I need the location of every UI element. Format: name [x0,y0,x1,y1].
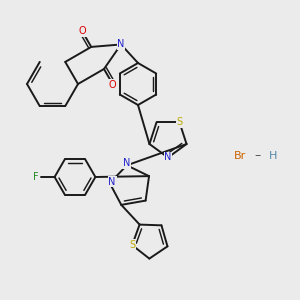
Text: N: N [108,177,116,187]
Text: N: N [117,40,125,50]
Text: N: N [123,158,130,168]
Text: S: S [176,117,182,127]
Text: O: O [79,26,86,36]
Text: –: – [255,149,261,163]
Text: N: N [164,152,172,163]
Text: H: H [269,151,277,161]
Text: Br: Br [234,151,246,161]
Text: O: O [109,80,116,90]
Text: S: S [129,240,135,250]
Text: F: F [34,172,39,182]
